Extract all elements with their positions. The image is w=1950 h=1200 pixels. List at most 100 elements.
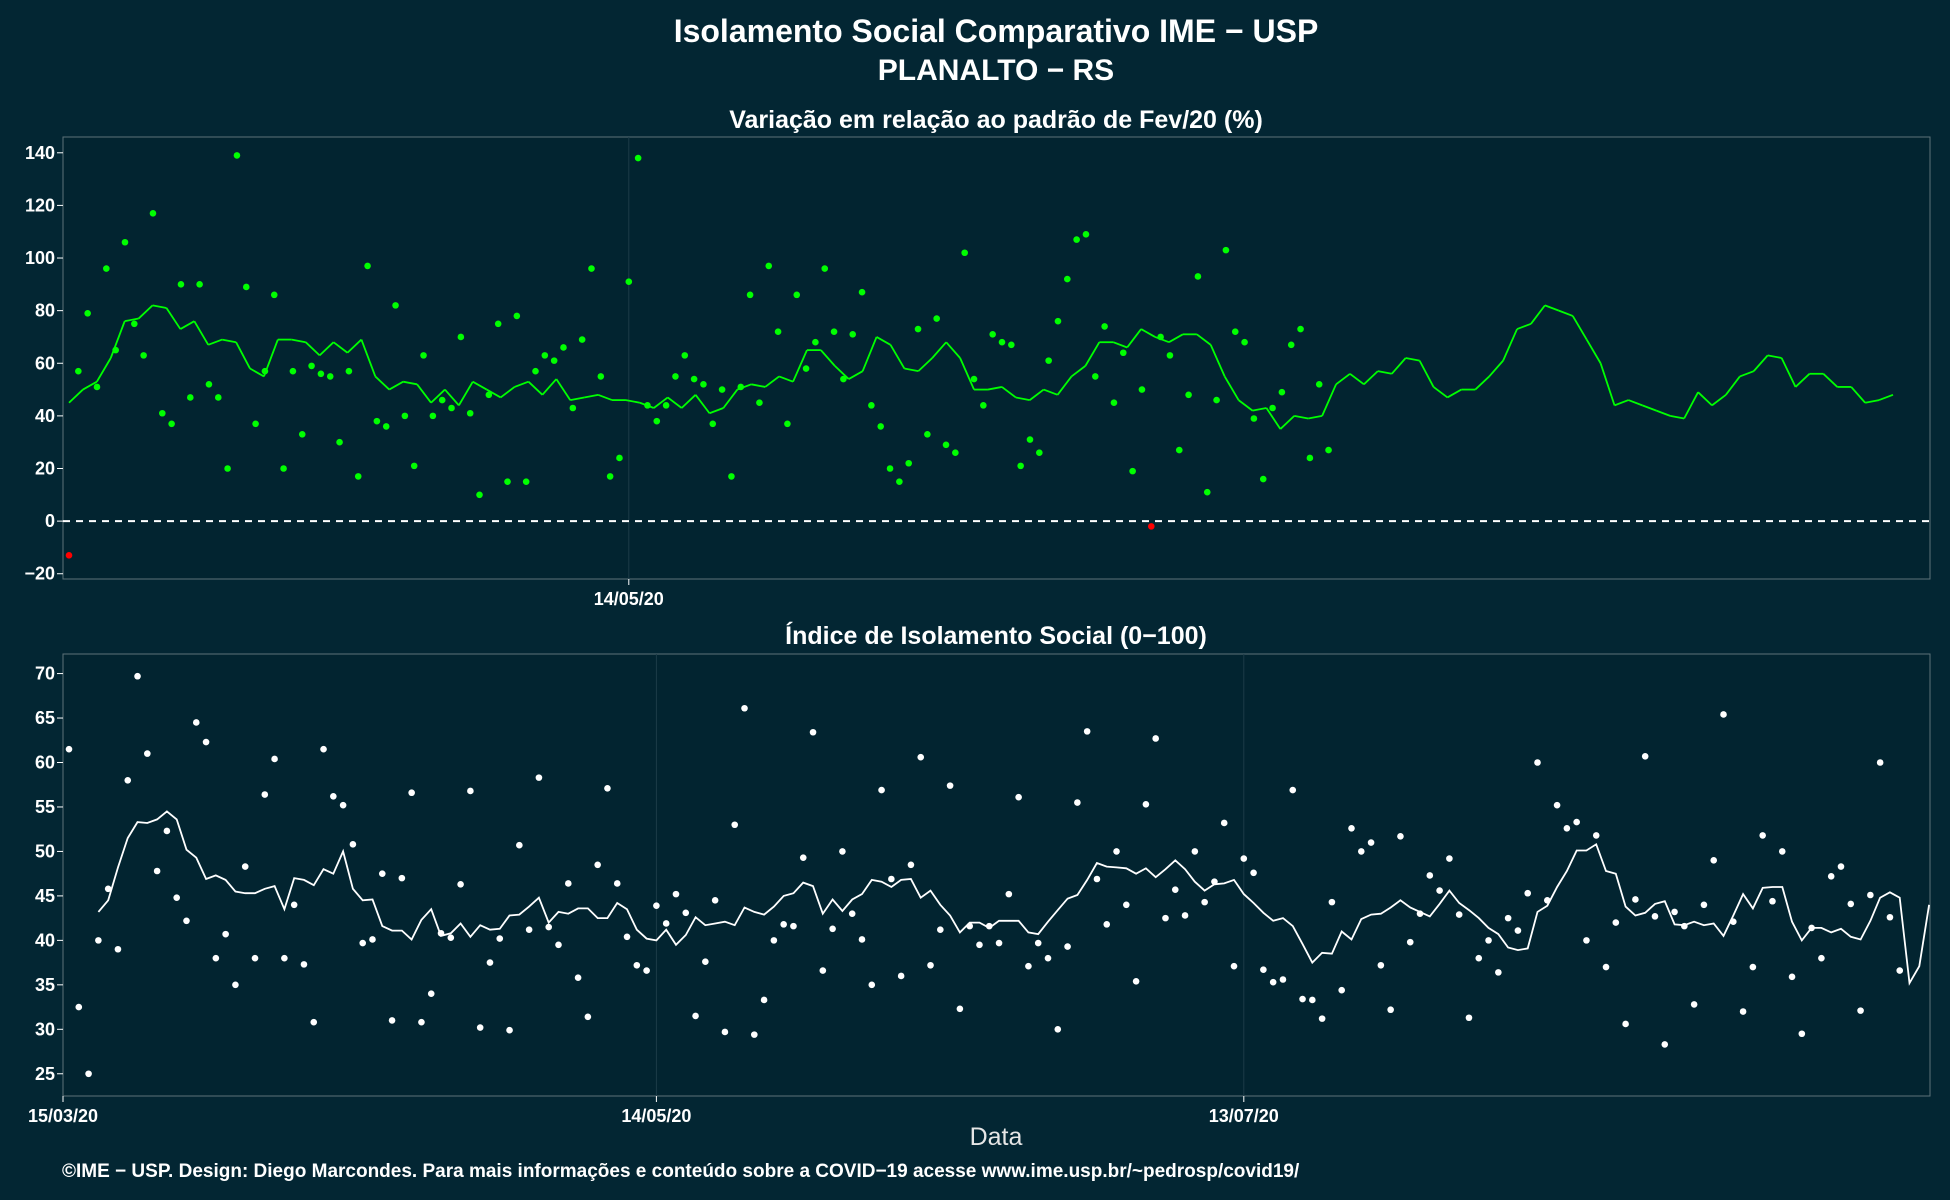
panel1-data-point [140, 352, 147, 359]
panel1-data-point [924, 430, 931, 438]
panel2-data-point [1612, 919, 1620, 926]
panel1-moving-average-segment [403, 380, 418, 386]
panel1-moving-average-segment [1530, 304, 1546, 325]
panel2-data-point [486, 959, 494, 966]
panel2-data-point [349, 841, 357, 848]
panel2-data-point [1054, 1025, 1062, 1033]
panel1-data-point [662, 402, 670, 409]
panel1-moving-average-segment [1432, 386, 1448, 399]
panel2-data-point [888, 875, 895, 883]
panel1-data-point [998, 338, 1006, 346]
panel2-data-point [1534, 759, 1541, 766]
panel2-data-point [780, 921, 787, 928]
panel2-data-point [241, 863, 249, 870]
panel2-data-point [437, 929, 445, 937]
panel1-y-tick-label: 100 [25, 248, 55, 268]
panel1-moving-average-segment [1377, 370, 1392, 375]
panel2-y-tick-label: 55 [35, 797, 55, 817]
panel1-data-point [84, 309, 91, 317]
panel1-data-point [1175, 446, 1183, 454]
panel1-data-point [75, 367, 82, 375]
panel2-data-point [1798, 1030, 1806, 1038]
panel1-moving-average-segment [1209, 344, 1226, 377]
panel2-data-point [1044, 954, 1052, 962]
panel1-data-point [504, 478, 511, 485]
panel1-data-point [952, 449, 959, 457]
panel1-moving-average-segment [458, 381, 474, 406]
panel1-moving-average-segment [1599, 362, 1616, 406]
panel1-data-point [457, 333, 465, 341]
panel2-data-point [1328, 898, 1336, 906]
panel1-moving-average-segment [514, 380, 529, 388]
panel1-data-point [905, 459, 912, 467]
panel1-moving-average-segment [625, 399, 641, 404]
panel1-moving-average-segment [1794, 373, 1811, 388]
panel2-data-point [1318, 1015, 1326, 1022]
panel2-y-tick-label: 30 [35, 1019, 55, 1039]
panel1-data-point [700, 381, 707, 388]
panel2-data-point [1465, 1014, 1473, 1022]
panel2-data-point [721, 1028, 729, 1036]
panel1-data-point [392, 302, 399, 309]
panel2-y-tick-label: 40 [35, 930, 55, 950]
panel2-data-point [633, 961, 641, 969]
panel1-data-point [410, 462, 418, 470]
panel2-data-point [682, 909, 690, 917]
panel2-data-point [1338, 986, 1345, 994]
panel2-y-tick-label: 35 [35, 975, 55, 995]
panel1-marks: −20 0 20 40 60 80 100 120 140 14/05/20 [24, 137, 1930, 609]
panel1-moving-average-segment [1405, 357, 1420, 362]
panel1-moving-average-segment [346, 338, 363, 354]
panel1-moving-average-segment [917, 357, 933, 372]
panel1-moving-average-segment [444, 388, 460, 406]
panel1-moving-average-segment [1335, 373, 1351, 386]
panel2-data-point [1602, 963, 1610, 971]
panel1-moving-average-segment [1140, 328, 1156, 338]
panel1-moving-average-segment [82, 380, 98, 391]
panel2-data-point [848, 910, 856, 917]
panel2-data-point [516, 841, 523, 849]
panel2-data-point [574, 974, 582, 982]
panel1-moving-average-segment [416, 383, 432, 404]
panel2-y-tick-label: 65 [35, 708, 55, 728]
panel1-data-point [1241, 338, 1248, 346]
panel2-data-point [1857, 1007, 1864, 1014]
panel1-moving-average-segment [1001, 386, 1017, 399]
panel1-data-point [765, 262, 773, 270]
panel2-data-point [1132, 977, 1140, 985]
panel2-data-point [1005, 890, 1013, 898]
panel1-data-point [774, 328, 782, 335]
panel2-data-point [261, 791, 269, 798]
panel2-data-point [1406, 938, 1414, 946]
panel2-data-point [1847, 900, 1855, 908]
panel1-data-point [233, 152, 241, 159]
panel1-moving-average-segment [207, 338, 223, 346]
panel2-data-point [731, 821, 739, 829]
panel2-data-point [897, 972, 905, 980]
panel1-title: Variação em relação ao padrão de Fev/20 … [729, 106, 1263, 134]
panel1-moving-average-segment [68, 388, 84, 404]
panel1-data-point [448, 404, 455, 412]
panel2-data-point [1416, 910, 1424, 917]
panel2-data-point [457, 881, 464, 888]
panel2-data-point [868, 981, 876, 989]
panel2-data-point [1514, 927, 1522, 934]
panel2-data-point [672, 890, 680, 898]
panel2-data-point [1299, 995, 1306, 1003]
panel1-data-point [1054, 317, 1062, 325]
panel1-moving-average-segment [374, 375, 390, 391]
panel2-data-point [398, 874, 406, 882]
panel1-data-point [1278, 388, 1286, 396]
panel1-data-point [802, 365, 810, 372]
panel1-moving-average-segment [500, 386, 516, 399]
panel1-data-point [793, 291, 801, 299]
panel2-data-point [1123, 901, 1130, 909]
panel1-data-point [131, 320, 138, 328]
panel2-data-point [584, 1013, 592, 1021]
panel1-data-point [168, 420, 175, 428]
panel2-data-point [1211, 878, 1218, 885]
panel2-y-tick-label: 25 [35, 1064, 55, 1084]
panel1-moving-average-segment [1418, 360, 1435, 388]
panel2-data-point [917, 753, 925, 761]
panel1-data-point [970, 375, 978, 383]
